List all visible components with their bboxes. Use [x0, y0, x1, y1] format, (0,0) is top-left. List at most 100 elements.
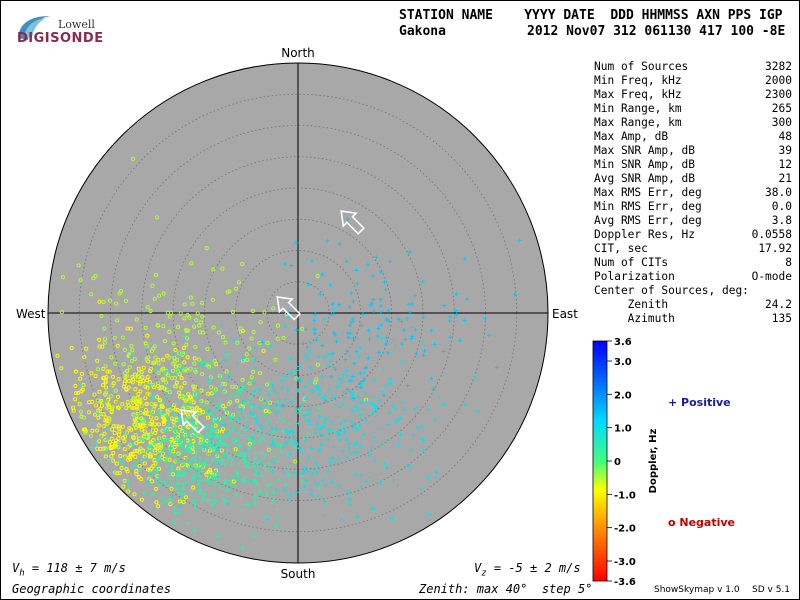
positive-point — [379, 303, 384, 308]
negative-point — [186, 328, 191, 333]
positive-point — [240, 399, 245, 404]
positive-point — [231, 407, 236, 412]
positive-point — [254, 416, 259, 421]
positive-point — [356, 395, 361, 399]
negative-point — [153, 272, 158, 278]
negative-point — [76, 390, 81, 395]
positive-point — [239, 495, 244, 500]
positive-point — [354, 349, 359, 354]
positive-point — [288, 492, 293, 497]
positive-point — [317, 432, 322, 437]
positive-point — [342, 418, 347, 423]
positive-point — [183, 471, 188, 476]
positive-point — [217, 439, 222, 444]
positive-point — [365, 262, 370, 267]
negative-point — [315, 362, 320, 367]
positive-point — [232, 424, 236, 429]
negative-point — [96, 415, 101, 420]
positive-point — [215, 434, 220, 439]
positive-point — [209, 397, 214, 402]
positive-point — [369, 446, 374, 451]
negative-point — [152, 296, 157, 302]
positive-point — [158, 439, 163, 444]
positive-point — [189, 489, 194, 494]
positive-point — [223, 434, 227, 439]
positive-point — [172, 352, 177, 357]
negative-point — [266, 447, 271, 452]
positive-point — [235, 361, 240, 366]
positive-point — [303, 353, 308, 357]
positive-point — [402, 328, 407, 333]
negative-point — [281, 335, 286, 340]
positive-point — [333, 332, 338, 337]
positive-point — [421, 353, 426, 358]
negative-point — [115, 471, 120, 476]
negative-point — [122, 381, 127, 386]
negative-point — [111, 424, 116, 429]
negative-point — [193, 344, 198, 350]
negative-point — [108, 394, 113, 399]
negative-point — [153, 402, 158, 407]
positive-point — [378, 480, 383, 485]
positive-point — [237, 444, 242, 449]
positive-point — [234, 493, 238, 497]
negative-point — [185, 412, 191, 417]
stat-row: Avg SNR Amp, dB 21 — [594, 172, 792, 186]
negative-point — [96, 423, 101, 428]
negative-point — [125, 326, 130, 331]
positive-point — [358, 385, 363, 390]
positive-point — [127, 442, 132, 447]
positive-point — [345, 387, 350, 392]
negative-point — [149, 402, 154, 407]
negative-point — [145, 333, 150, 338]
stat-label: Min Freq, kHz — [594, 74, 682, 87]
positive-point — [453, 308, 458, 313]
positive-point — [341, 402, 345, 407]
negative-point — [126, 402, 131, 407]
positive-point — [301, 341, 306, 346]
positive-point — [226, 502, 231, 506]
positive-point — [346, 490, 351, 495]
positive-point — [308, 380, 313, 385]
stat-label: Min SNR Amp, dB — [594, 158, 696, 171]
vz-symbol: V — [474, 561, 482, 575]
positive-point — [266, 387, 271, 392]
positive-point — [226, 487, 231, 492]
positive-point — [282, 262, 287, 267]
positive-point — [265, 399, 270, 403]
positive-point — [215, 419, 220, 423]
negative-point — [191, 485, 196, 490]
negative-point — [167, 329, 172, 334]
positive-point — [149, 503, 154, 508]
negative-point — [120, 402, 125, 407]
positive-point — [252, 501, 257, 506]
stat-row: Min SNR Amp, dB 12 — [594, 158, 792, 172]
negative-point — [102, 336, 108, 341]
positive-point — [349, 395, 354, 400]
stat-label: Num of Sources — [594, 60, 689, 73]
negative-point — [148, 415, 154, 420]
positive-point — [253, 455, 258, 460]
positive-point — [275, 459, 280, 464]
positive-point — [300, 471, 305, 476]
positive-point — [320, 343, 325, 348]
negative-point — [105, 421, 110, 426]
negative-point — [112, 335, 117, 341]
negative-point — [139, 427, 144, 432]
positive-point — [220, 441, 225, 445]
positive-point — [251, 432, 256, 437]
positive-point — [219, 493, 224, 498]
positive-point — [376, 326, 381, 331]
positive-point — [233, 450, 238, 455]
positive-point — [294, 490, 299, 495]
positive-point — [286, 430, 291, 435]
positive-point — [341, 395, 346, 400]
positive-point — [351, 336, 356, 341]
stat-value: 135 — [771, 312, 792, 325]
stat-value: 8 — [785, 256, 792, 269]
negative-point — [99, 313, 104, 318]
positive-point — [157, 412, 162, 417]
positive-point — [183, 403, 188, 408]
positive-point — [329, 420, 334, 425]
positive-point — [152, 450, 157, 455]
